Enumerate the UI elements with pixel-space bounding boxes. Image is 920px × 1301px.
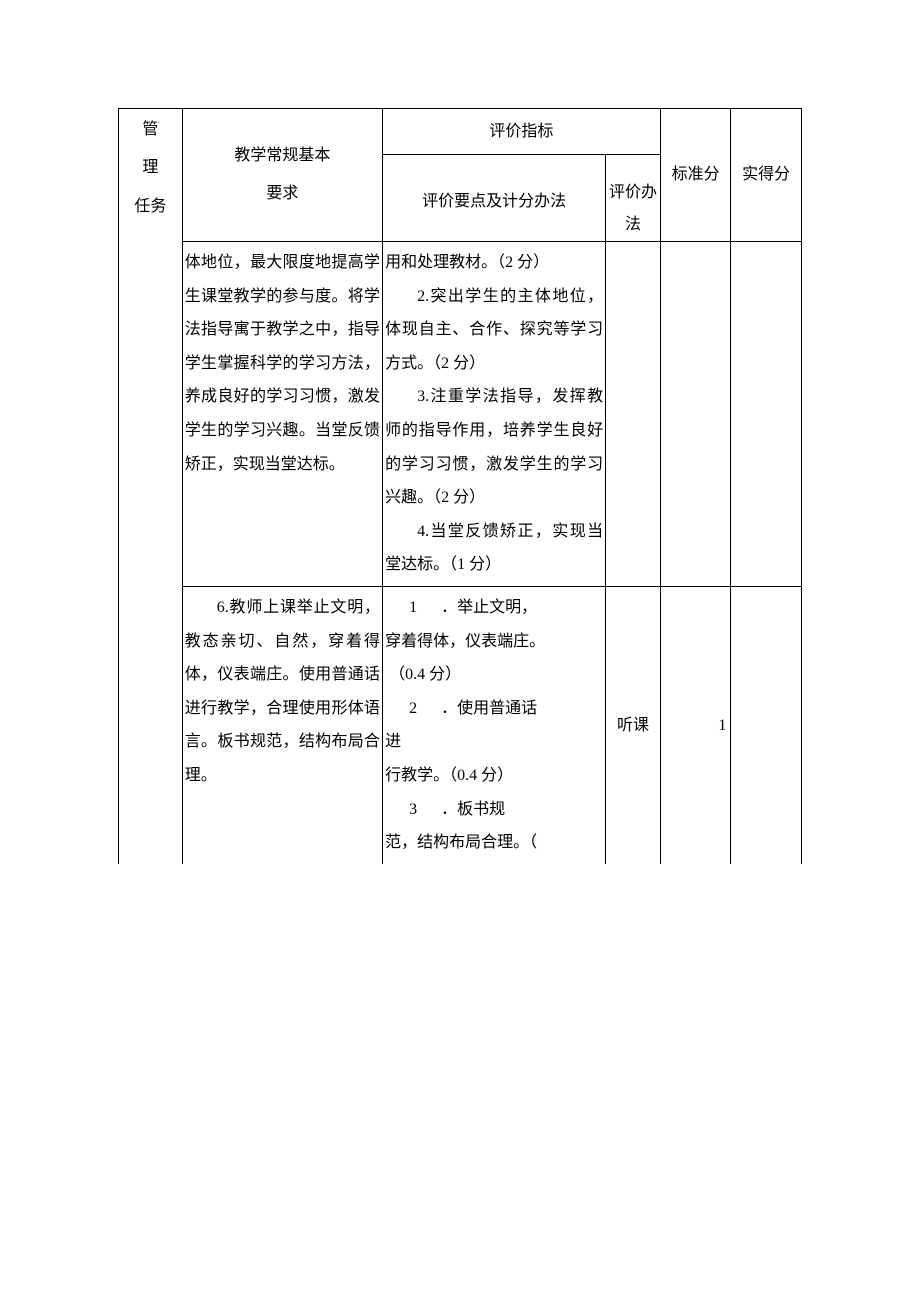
row2-req-lead: 6.: [217, 599, 229, 616]
row2-p1-line1: 1．举止文明，: [385, 591, 603, 625]
row1-p3-text: 注重学法指导，发挥教师的指导作用，培养学生良好的学习习惯，激发学生的学习兴趣。（…: [385, 388, 603, 506]
row1-p4: 4.当堂反馈矫正，实现当堂达标。（1 分）: [385, 515, 603, 582]
header-req: 教学常规基本 要求: [182, 109, 382, 242]
row1-std-empty: [660, 242, 731, 587]
body-row-2: 6.教师上课举止文明，教态亲切、自然，穿着得体，仪表端庄。使用普通话进行教学，合…: [119, 586, 802, 863]
header-act: 实得分: [731, 109, 802, 242]
row2-req: 6.教师上课举止文明，教态亲切、自然，穿着得体，仪表端庄。使用普通话进行教学，合…: [182, 586, 382, 863]
header-method-l2: 法: [606, 209, 660, 241]
row2-method-text: 听课: [617, 717, 649, 734]
row2-p1-num: 1: [385, 591, 441, 625]
row1-req: 体地位，最大限度地提高学生课堂教学的参与度。将学法指导寓于教学之中，指导学生掌握…: [182, 242, 382, 587]
row1-p3: 3.注重学法指导，发挥教师的指导作用，培养学生良好的学习习惯，激发学生的学习兴趣…: [385, 380, 603, 514]
row2-p1-a: ．举止文明，: [441, 599, 537, 616]
header-points: 评价要点及计分办法: [383, 155, 606, 242]
row2-req-text: 教师上课举止文明，教态亲切、自然，穿着得体，仪表端庄。使用普通话进行教学，合理使…: [185, 599, 380, 784]
row1-p2: 2.突出学生的主体地位，体现自主、合作、探究等学习方式。（2 分）: [385, 280, 603, 381]
header-task: 管 理 任务: [119, 109, 183, 242]
row1-p1: 用和处理教材。（2 分）: [385, 246, 603, 280]
header-row-1: 管 理 任务 教学常规基本 要求 评价指标 标准分 实得分: [119, 109, 802, 155]
row2-p2-line2: 进: [385, 725, 603, 759]
header-task-l1: 管: [119, 111, 182, 149]
row2-method: 听课: [606, 586, 661, 863]
row2-p2-a: ．使用普通话: [441, 700, 537, 717]
row2-p2-num: 2: [385, 692, 441, 726]
row2-std: 1: [660, 586, 731, 863]
row2-p1-line2: 穿着得体，仪表端庄。: [385, 625, 603, 659]
row1-act-empty: [731, 242, 802, 587]
header-std: 标准分: [660, 109, 731, 242]
row2-p1-score-text: （0.4 分）: [389, 666, 461, 683]
header-method-l1: 评价办: [606, 177, 660, 209]
header-task-l3: 任务: [119, 188, 182, 226]
row1-p3-lead: 3.: [417, 388, 429, 405]
header-req-l1: 教学常规基本: [183, 137, 382, 175]
body-row-1: 体地位，最大限度地提高学生课堂教学的参与度。将学法指导寓于教学之中，指导学生掌握…: [119, 242, 802, 587]
row2-p3-a: ．板书规: [441, 801, 505, 818]
row2-p3-num: 3: [385, 793, 441, 827]
row2-p3-line1: 3．板书规: [385, 793, 603, 827]
row1-points: 用和处理教材。（2 分） 2.突出学生的主体地位，体现自主、合作、探究等学习方式…: [383, 242, 606, 587]
header-task-l2: 理: [119, 149, 182, 187]
page: 管 理 任务 教学常规基本 要求 评价指标 标准分 实得分 评价要点及计分办法 …: [0, 0, 920, 1301]
row2-p1-score: （0.4 分）: [385, 658, 603, 692]
row2-p2-line3: 行教学。（0.4 分）: [385, 759, 603, 793]
row2-act-empty: [731, 586, 802, 863]
row1-p4-lead: 4.: [417, 523, 429, 540]
row1-method-empty: [606, 242, 661, 587]
header-method: 评价办 法: [606, 155, 661, 242]
header-eval-group: 评价指标: [383, 109, 661, 155]
evaluation-table: 管 理 任务 教学常规基本 要求 评价指标 标准分 实得分 评价要点及计分办法 …: [118, 108, 802, 864]
header-req-l2: 要求: [183, 175, 382, 213]
row2-points: 1．举止文明， 穿着得体，仪表端庄。 （0.4 分） 2．使用普通话 进 行教学…: [383, 586, 606, 863]
row1-p2-lead: 2.: [417, 288, 429, 305]
row2-p2-line1: 2．使用普通话: [385, 692, 603, 726]
row2-p3-line2: 范，结构布局合理。（: [385, 826, 603, 860]
task-cell-empty: [119, 242, 183, 864]
